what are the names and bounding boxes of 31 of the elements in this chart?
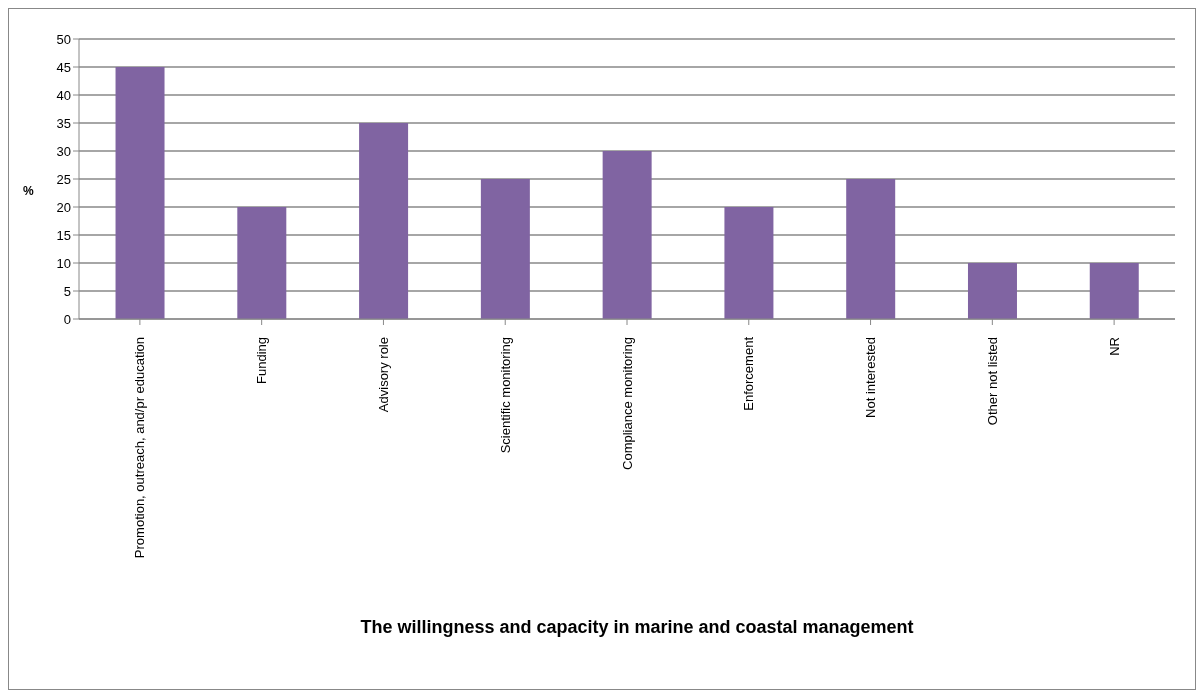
y-tick-label: 45 [56,59,71,75]
y-axis-title: % [23,184,34,198]
x-tick-label: NR [1106,337,1122,356]
bar [359,123,409,319]
y-tick-label: 10 [56,255,71,271]
bar [480,179,530,319]
y-tick-label: 30 [56,143,71,159]
bar [1089,263,1139,319]
y-tick-label: 5 [63,283,71,299]
x-tick-label: Scientific monitoring [497,337,513,454]
x-tick-label: Compliance monitoring [619,337,635,470]
bar [846,179,896,319]
x-tick-label: Advisory role [375,337,391,413]
y-tick-label: 25 [56,171,71,187]
bar [237,207,287,319]
x-tick-label: Enforcement [741,336,757,411]
y-tick-label: 35 [56,115,71,131]
y-tick-label: 0 [63,311,71,327]
bar [967,263,1017,319]
x-tick-label: Funding [254,337,270,384]
x-tick-label: Other not listed [984,337,1000,426]
y-tick-label: 50 [56,31,71,47]
x-tick-label: Not interested [863,337,879,418]
y-tick-label: 20 [56,199,71,215]
bar [602,151,652,319]
bar [115,67,165,319]
y-tick-label: 40 [56,87,71,103]
x-tick-label: Promotion, outreach, and/pr education [132,337,148,559]
bar [724,207,774,319]
y-tick-label: 15 [56,227,71,243]
x-axis-title: The willingness and capacity in marine and coastal management [359,617,915,638]
